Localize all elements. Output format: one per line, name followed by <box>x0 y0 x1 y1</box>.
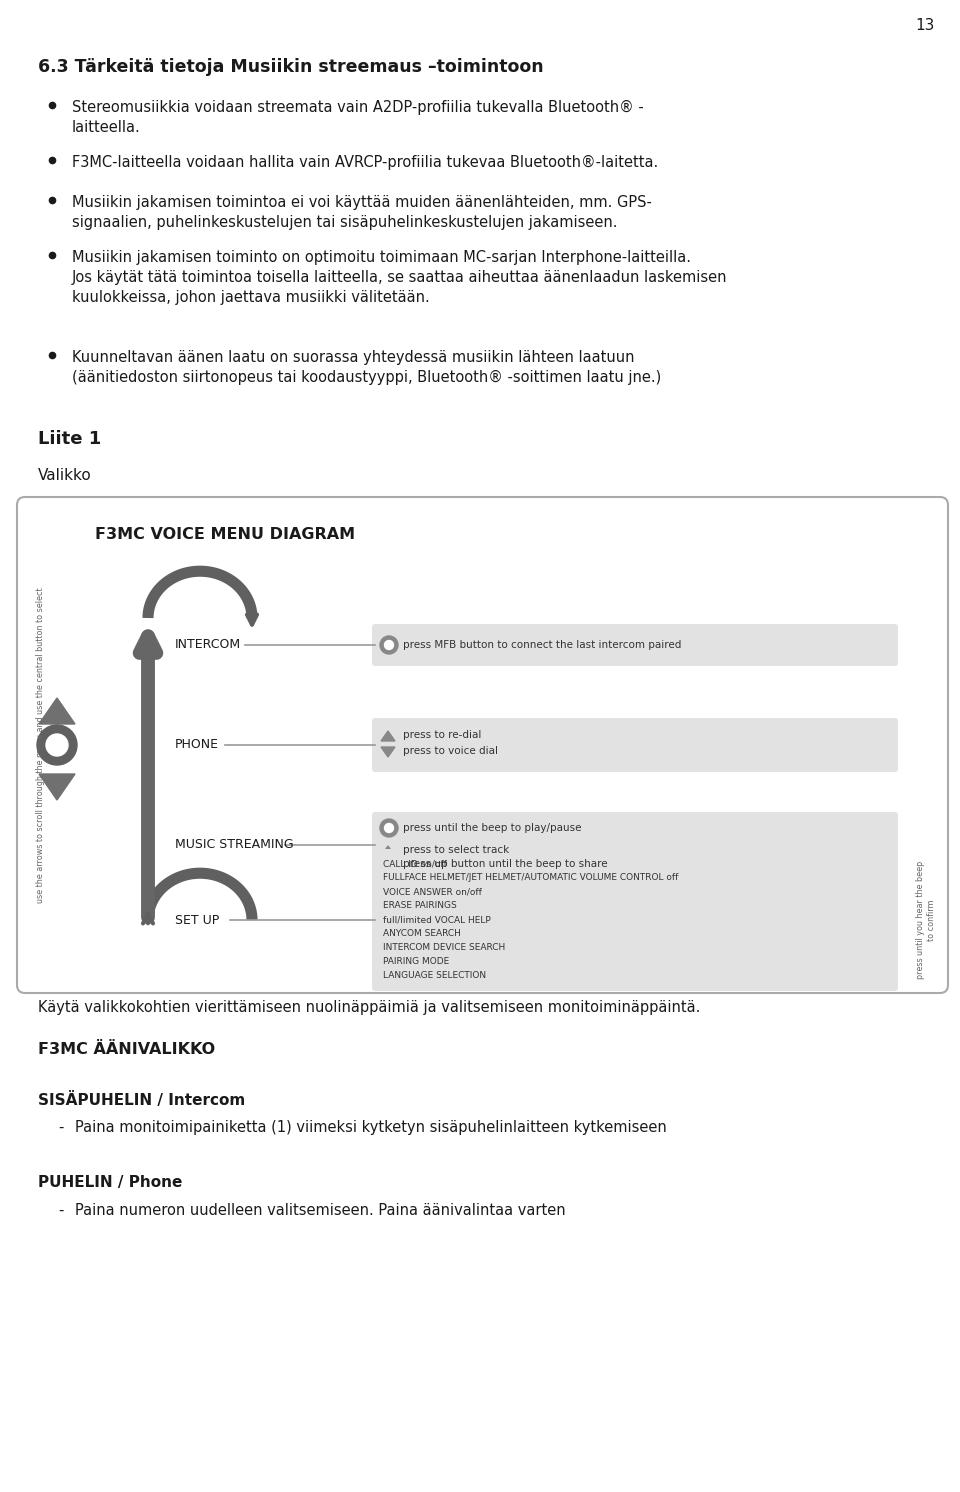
Circle shape <box>37 725 77 765</box>
Circle shape <box>385 640 394 649</box>
Text: F3MC ÄÄNIVALIKKO: F3MC ÄÄNIVALIKKO <box>38 1041 215 1056</box>
FancyBboxPatch shape <box>372 624 898 665</box>
Polygon shape <box>381 846 395 856</box>
Text: F3MC VOICE MENU DIAGRAM: F3MC VOICE MENU DIAGRAM <box>95 527 355 542</box>
Text: PHONE: PHONE <box>175 739 219 752</box>
Text: use the arrows to scroll through the menu and use the central button to select: use the arrows to scroll through the men… <box>36 588 45 903</box>
Text: Käytä valikkokohtien vierittämiseen nuolinäppäimiä ja valitsemiseen monitoiminäp: Käytä valikkokohtien vierittämiseen nuol… <box>38 1000 701 1015</box>
Circle shape <box>380 636 398 653</box>
Text: Stereomusiikkia voidaan streemata vain A2DP-profiilia tukevalla Bluetooth® -
lai: Stereomusiikkia voidaan streemata vain A… <box>72 100 644 134</box>
Text: Paina numeron uudelleen valitsemiseen. Paina äänivalintaa varten: Paina numeron uudelleen valitsemiseen. P… <box>75 1203 565 1217</box>
Text: FULLFACE HELMET/JET HELMET/AUTOMATIC VOLUME CONTROL off: FULLFACE HELMET/JET HELMET/AUTOMATIC VOL… <box>383 873 679 882</box>
FancyBboxPatch shape <box>372 718 898 771</box>
Text: press until the beep to play/pause: press until the beep to play/pause <box>403 824 582 833</box>
Text: press to re-dial: press to re-dial <box>403 730 481 740</box>
Text: Musiikin jakamisen toiminto on optimoitu toimimaan MC-sarjan Interphone-laitteil: Musiikin jakamisen toiminto on optimoitu… <box>72 251 728 304</box>
Text: 6.3 Tärkeitä tietoja Musiikin streemaus –toimintoon: 6.3 Tärkeitä tietoja Musiikin streemaus … <box>38 58 543 76</box>
Text: SET UP: SET UP <box>175 913 219 927</box>
Text: SISÄPUHELIN / Intercom: SISÄPUHELIN / Intercom <box>38 1092 245 1109</box>
Text: CALL ID on/off: CALL ID on/off <box>383 859 446 868</box>
Text: PUHELIN / Phone: PUHELIN / Phone <box>38 1176 182 1191</box>
Text: LANGUAGE SELECTION: LANGUAGE SELECTION <box>383 971 486 980</box>
Text: F3MC-laitteella voidaan hallita vain AVRCP-profiilia tukevaa Bluetooth®-laitetta: F3MC-laitteella voidaan hallita vain AVR… <box>72 155 659 170</box>
Text: Musiikin jakamisen toimintoa ei voi käyttää muiden äänenlähteiden, mm. GPS-
sign: Musiikin jakamisen toimintoa ei voi käyt… <box>72 195 652 230</box>
Text: MUSIC STREAMING: MUSIC STREAMING <box>175 839 294 852</box>
Text: Paina monitoimipainiketta (1) viimeksi kytketyn sisäpuhelinlaitteen kytkemiseen: Paina monitoimipainiketta (1) viimeksi k… <box>75 1120 667 1135</box>
Text: full/limited VOCAL HELP: full/limited VOCAL HELP <box>383 916 491 925</box>
Circle shape <box>46 734 68 756</box>
Text: -: - <box>58 1203 63 1217</box>
Text: press until you hear the beep
to confirm: press until you hear the beep to confirm <box>916 861 936 979</box>
FancyBboxPatch shape <box>17 497 948 994</box>
Polygon shape <box>39 698 75 724</box>
Text: press MFB button to connect the last intercom paired: press MFB button to connect the last int… <box>403 640 682 651</box>
Circle shape <box>385 824 394 833</box>
Text: PAIRING MODE: PAIRING MODE <box>383 958 449 967</box>
Text: VOICE ANSWER on/off: VOICE ANSWER on/off <box>383 888 482 897</box>
Text: press to select track: press to select track <box>403 844 509 855</box>
Polygon shape <box>381 858 395 868</box>
Text: press to voice dial: press to voice dial <box>403 746 498 756</box>
Text: press up button until the beep to share: press up button until the beep to share <box>403 859 608 868</box>
Text: Liite 1: Liite 1 <box>38 430 101 448</box>
Polygon shape <box>381 731 395 742</box>
Polygon shape <box>39 774 75 800</box>
Text: INTERCOM: INTERCOM <box>175 639 241 652</box>
Text: ANYCOM SEARCH: ANYCOM SEARCH <box>383 930 461 938</box>
FancyBboxPatch shape <box>372 849 898 991</box>
Text: ERASE PAIRINGS: ERASE PAIRINGS <box>383 901 457 910</box>
Circle shape <box>380 819 398 837</box>
Text: INTERCOM DEVICE SEARCH: INTERCOM DEVICE SEARCH <box>383 943 505 952</box>
FancyBboxPatch shape <box>372 812 898 877</box>
Polygon shape <box>381 747 395 756</box>
Text: 13: 13 <box>916 18 935 33</box>
Text: Valikko: Valikko <box>38 468 92 483</box>
Text: Kuunneltavan äänen laatu on suorassa yhteydessä musiikin lähteen laatuun
(ääniti: Kuunneltavan äänen laatu on suorassa yht… <box>72 351 661 385</box>
Text: -: - <box>58 1120 63 1135</box>
